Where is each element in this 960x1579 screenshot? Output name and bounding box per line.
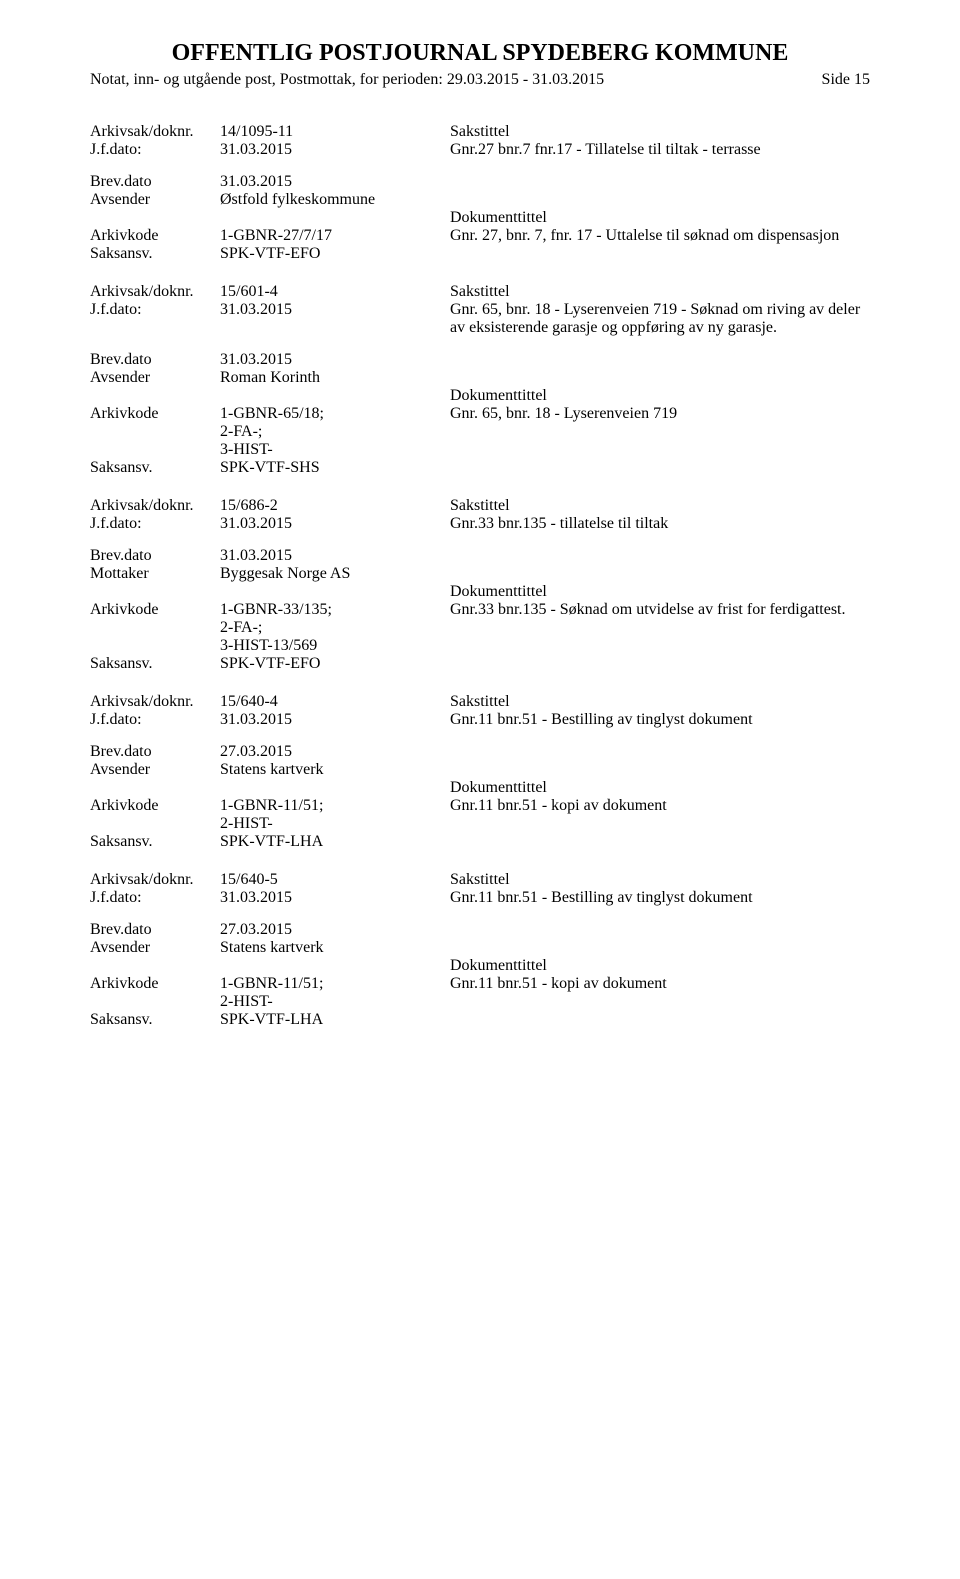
label-arkivkode: Arkivkode xyxy=(90,227,220,245)
journal-entry: Arkivsak/doknr. 15/601-4 Sakstittel J.f.… xyxy=(90,283,870,477)
label-party: Mottaker xyxy=(90,565,220,583)
label-brevdato: Brev.dato xyxy=(90,547,220,565)
journal-subheader: Notat, inn- og utgående post, Postmottak… xyxy=(90,71,870,89)
label-party: Avsender xyxy=(90,369,220,387)
label-arkivkode: Arkivkode xyxy=(90,405,220,423)
journal-entry: Arkivsak/doknr. 15/640-4 Sakstittel J.f.… xyxy=(90,693,870,851)
value-saksansv: SPK-VTF-SHS xyxy=(220,459,870,477)
value-brevdato: 31.03.2015 xyxy=(220,351,870,369)
label-arkivsak: Arkivsak/doknr. xyxy=(90,497,220,515)
value-arkivsak: 15/640-5 xyxy=(220,871,380,889)
value-sakstittel: Gnr.33 bnr.135 - tillatelse til tiltak xyxy=(380,515,870,533)
value-doktittel: Gnr. 65, bnr. 18 - Lyserenveien 719 xyxy=(380,405,870,423)
label-party: Avsender xyxy=(90,939,220,957)
label-saksansv: Saksansv. xyxy=(90,459,220,477)
label-arkivkode: Arkivkode xyxy=(90,975,220,993)
label-brevdato: Brev.dato xyxy=(90,351,220,369)
label-jfdato: J.f.dato: xyxy=(90,711,220,729)
value-saksansv: SPK-VTF-EFO xyxy=(220,655,870,673)
value-arkivsak: 15/686-2 xyxy=(220,497,380,515)
value-party: Statens kartverk xyxy=(220,939,870,957)
value-arkivkode: 1-GBNR-11/51; 2-HIST- xyxy=(220,797,380,833)
label-sakstittel: Sakstittel xyxy=(380,283,870,301)
value-sakstittel: Gnr.11 bnr.51 - Bestilling av tinglyst d… xyxy=(380,889,870,907)
value-arkivkode: 1-GBNR-65/18; 2-FA-; 3-HIST- xyxy=(220,405,380,459)
label-jfdato: J.f.dato: xyxy=(90,515,220,533)
label-dokumenttittel: Dokumenttittel xyxy=(380,583,870,601)
label-brevdato: Brev.dato xyxy=(90,173,220,191)
label-dokumenttittel: Dokumenttittel xyxy=(380,779,870,797)
value-doktittel: Gnr. 27, bnr. 7, fnr. 17 - Uttalelse til… xyxy=(380,227,870,245)
value-saksansv: SPK-VTF-LHA xyxy=(220,833,870,851)
value-saksansv: SPK-VTF-LHA xyxy=(220,1011,870,1029)
journal-entry: Arkivsak/doknr. 15/686-2 Sakstittel J.f.… xyxy=(90,497,870,673)
label-dokumenttittel: Dokumenttittel xyxy=(380,957,870,975)
label-sakstittel: Sakstittel xyxy=(380,123,870,141)
label-saksansv: Saksansv. xyxy=(90,245,220,263)
label-arkivsak: Arkivsak/doknr. xyxy=(90,871,220,889)
value-party: Byggesak Norge AS xyxy=(220,565,870,583)
label-jfdato: J.f.dato: xyxy=(90,141,220,159)
entries: Arkivsak/doknr. 14/1095-11 Sakstittel J.… xyxy=(90,123,870,1029)
value-sakstittel: Gnr.27 bnr.7 fnr.17 - Tillatelse til til… xyxy=(380,141,870,159)
label-arkivsak: Arkivsak/doknr. xyxy=(90,123,220,141)
label-dokumenttittel: Dokumenttittel xyxy=(380,209,870,227)
value-sakstittel: Gnr. 65, bnr. 18 - Lyserenveien 719 - Sø… xyxy=(380,301,870,337)
value-saksansv: SPK-VTF-EFO xyxy=(220,245,870,263)
label-brevdato: Brev.dato xyxy=(90,921,220,939)
label-brevdato: Brev.dato xyxy=(90,743,220,761)
label-arkivkode: Arkivkode xyxy=(90,601,220,619)
page: OFFENTLIG POSTJOURNAL SPYDEBERG KOMMUNE … xyxy=(0,0,960,1579)
journal-subtitle: Notat, inn- og utgående post, Postmottak… xyxy=(90,71,604,89)
label-arkivkode: Arkivkode xyxy=(90,797,220,815)
label-saksansv: Saksansv. xyxy=(90,833,220,851)
value-doktittel: Gnr.11 bnr.51 - kopi av dokument xyxy=(380,975,870,993)
value-arkivkode: 1-GBNR-11/51; 2-HIST- xyxy=(220,975,380,1011)
value-arkivsak: 14/1095-11 xyxy=(220,123,380,141)
page-number: Side 15 xyxy=(822,71,870,89)
value-jfdato: 31.03.2015 xyxy=(220,301,380,319)
value-jfdato: 31.03.2015 xyxy=(220,711,380,729)
label-sakstittel: Sakstittel xyxy=(380,871,870,889)
label-sakstittel: Sakstittel xyxy=(380,497,870,515)
value-party: Roman Korinth xyxy=(220,369,870,387)
value-party: Østfold fylkeskommune xyxy=(220,191,870,209)
label-jfdato: J.f.dato: xyxy=(90,301,220,319)
value-doktittel: Gnr.33 bnr.135 - Søknad om utvidelse av … xyxy=(380,601,870,619)
label-party: Avsender xyxy=(90,761,220,779)
label-jfdato: J.f.dato: xyxy=(90,889,220,907)
value-brevdato: 31.03.2015 xyxy=(220,173,870,191)
value-doktittel: Gnr.11 bnr.51 - kopi av dokument xyxy=(380,797,870,815)
value-jfdato: 31.03.2015 xyxy=(220,141,380,159)
value-brevdato: 27.03.2015 xyxy=(220,743,870,761)
journal-entry: Arkivsak/doknr. 14/1095-11 Sakstittel J.… xyxy=(90,123,870,263)
value-arkivsak: 15/640-4 xyxy=(220,693,380,711)
value-party: Statens kartverk xyxy=(220,761,870,779)
label-party: Avsender xyxy=(90,191,220,209)
value-jfdato: 31.03.2015 xyxy=(220,515,380,533)
value-arkivkode: 1-GBNR-27/7/17 xyxy=(220,227,380,245)
value-sakstittel: Gnr.11 bnr.51 - Bestilling av tinglyst d… xyxy=(380,711,870,729)
label-saksansv: Saksansv. xyxy=(90,655,220,673)
value-arkivkode: 1-GBNR-33/135; 2-FA-; 3-HIST-13/569 xyxy=(220,601,380,655)
label-dokumenttittel: Dokumenttittel xyxy=(380,387,870,405)
label-arkivsak: Arkivsak/doknr. xyxy=(90,283,220,301)
value-jfdato: 31.03.2015 xyxy=(220,889,380,907)
value-brevdato: 27.03.2015 xyxy=(220,921,870,939)
label-arkivsak: Arkivsak/doknr. xyxy=(90,693,220,711)
label-saksansv: Saksansv. xyxy=(90,1011,220,1029)
journal-entry: Arkivsak/doknr. 15/640-5 Sakstittel J.f.… xyxy=(90,871,870,1029)
value-brevdato: 31.03.2015 xyxy=(220,547,870,565)
value-arkivsak: 15/601-4 xyxy=(220,283,380,301)
journal-title: OFFENTLIG POSTJOURNAL SPYDEBERG KOMMUNE xyxy=(90,40,870,67)
label-sakstittel: Sakstittel xyxy=(380,693,870,711)
